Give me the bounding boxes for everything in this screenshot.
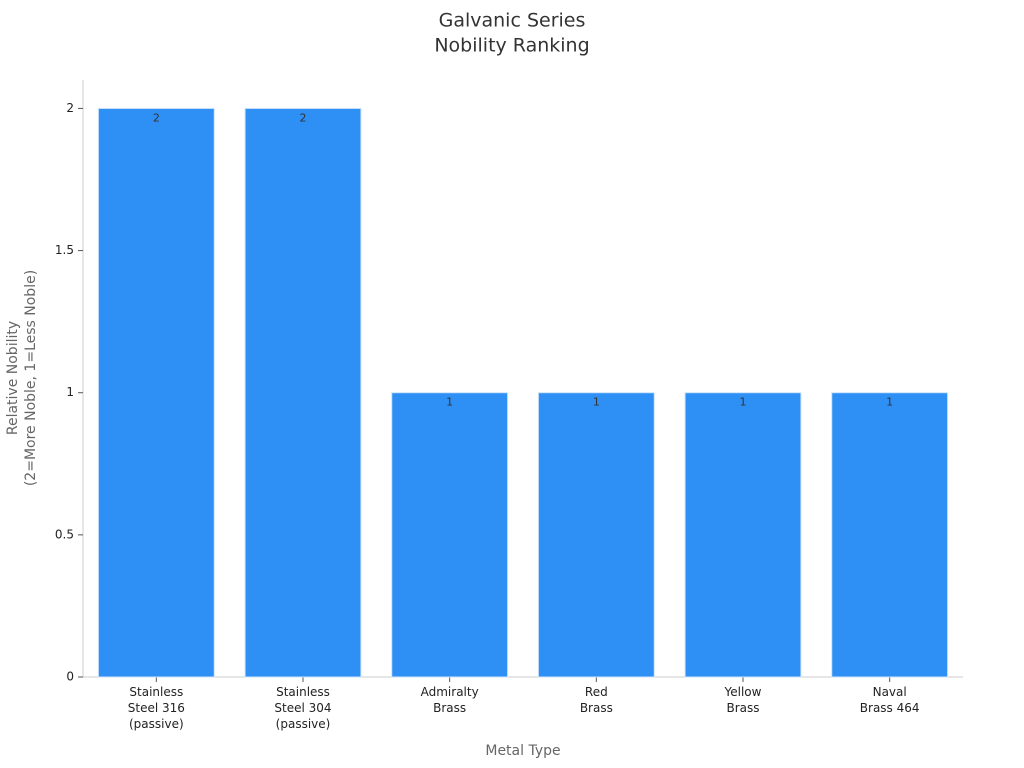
bar <box>97 107 215 678</box>
x-tick-label: Naval Brass 464 <box>860 685 920 715</box>
y-tick-label: 0 <box>66 670 74 684</box>
x-axis-title: Metal Type <box>485 743 560 759</box>
y-tick-label: 2 <box>66 101 74 115</box>
y-axis-title: Relative Nobility (2=More Noble, 1=Less N… <box>5 270 39 486</box>
bar <box>244 107 362 678</box>
value-label: 1 <box>740 396 747 409</box>
value-label: 1 <box>446 396 453 409</box>
bar <box>537 392 655 678</box>
y-tick-label: 0.5 <box>55 527 74 541</box>
value-label: 2 <box>300 111 307 124</box>
value-label: 1 <box>593 396 600 409</box>
value-label: 1 <box>886 396 893 409</box>
x-tick-label: Red Brass <box>580 685 613 715</box>
value-label: 2 <box>153 111 160 124</box>
y-tick-label: 1 <box>66 385 74 399</box>
x-tick-label: Stainless Steel 304 (passive) <box>274 685 331 731</box>
x-tick-label: Admiralty Brass <box>421 685 479 715</box>
bar <box>391 392 509 678</box>
x-tick-label: Yellow Brass <box>724 685 762 715</box>
chart-title: Galvanic Series Nobility Ranking <box>434 9 589 56</box>
bar <box>831 392 949 678</box>
bar <box>684 392 802 678</box>
x-tick-label: Stainless Steel 316 (passive) <box>128 685 185 731</box>
y-tick-label: 1.5 <box>55 243 74 257</box>
